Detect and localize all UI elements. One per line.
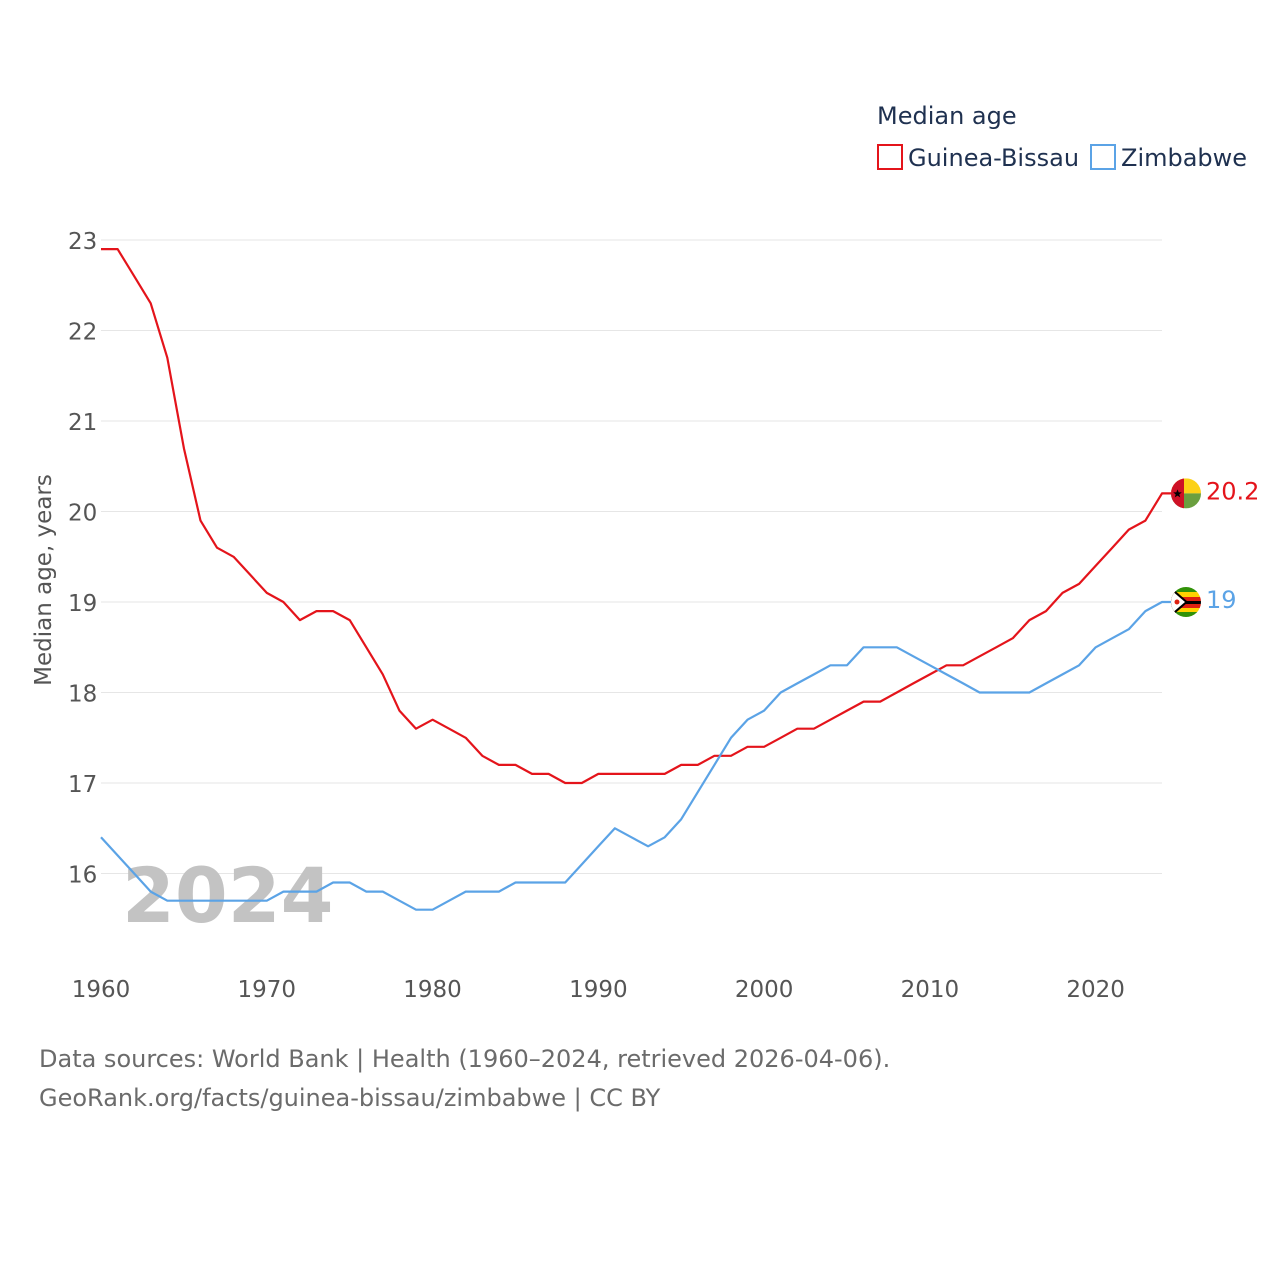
x-tick-label-1970: 1970 (238, 977, 297, 1003)
y-tick-label-19: 19 (68, 591, 97, 617)
legend-label-zimbabwe[interactable]: Zimbabwe (1121, 144, 1247, 172)
x-axis-ticks: 1960 1970 1980 1990 2000 2010 2020 (72, 977, 1125, 1003)
y-tick-label-23: 23 (68, 229, 97, 255)
grid-lines (101, 239, 1162, 874)
end-label-zimbabwe: 19 (1206, 586, 1237, 614)
year-watermark: 2024 (122, 851, 334, 940)
x-tick-label-2010: 2010 (901, 977, 960, 1003)
x-tick-label-1980: 1980 (403, 977, 462, 1003)
legend-swatch-zimbabwe[interactable] (1090, 144, 1116, 170)
guinea-bissau-flag-icon (1171, 478, 1201, 509)
y-tick-label-22: 22 (68, 320, 97, 346)
x-tick-label-2020: 2020 (1066, 977, 1125, 1003)
source-line: Data sources: World Bank | Health (1960–… (39, 1045, 891, 1073)
zimbabwe-flag-icon (1171, 587, 1201, 617)
legend-swatch-guinea-bissau[interactable] (877, 144, 903, 170)
y-tick-label-16: 16 (68, 863, 97, 889)
x-tick-label-2000: 2000 (735, 977, 794, 1003)
y-axis-ticks: 16 17 18 19 20 21 22 23 (68, 229, 97, 889)
series-lines (100, 248, 1172, 911)
legend-title: Median age (877, 102, 1017, 130)
source-url[interactable]: GeoRank.org/facts/guinea-bissau/zimbabwe… (39, 1084, 661, 1112)
legend-label-guinea-bissau[interactable]: Guinea-Bissau (908, 144, 1079, 172)
series-line-zimbabwe[interactable] (100, 600, 1172, 911)
end-label-guinea-bissau: 20.2 (1206, 477, 1259, 505)
y-tick-label-17: 17 (68, 772, 97, 798)
y-tick-label-20: 20 (68, 501, 97, 527)
series-line-guinea-bissau[interactable] (101, 248, 1172, 785)
x-tick-label-1960: 1960 (72, 977, 131, 1003)
x-tick-label-1990: 1990 (569, 977, 628, 1003)
y-axis-label: Median age, years (31, 474, 57, 686)
y-tick-label-21: 21 (68, 410, 97, 436)
y-tick-label-18: 18 (68, 682, 97, 708)
legend: Median age Guinea-Bissau Zimbabwe (877, 102, 1247, 172)
